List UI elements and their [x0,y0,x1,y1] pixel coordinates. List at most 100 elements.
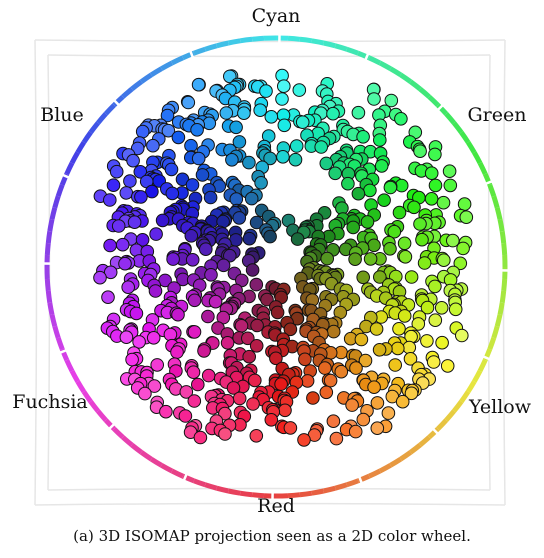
data-point [125,352,139,367]
data-point [420,334,434,348]
data-point [130,141,145,156]
ring-arc [193,478,206,488]
data-point [219,106,234,120]
data-point [358,353,373,368]
data-point [119,330,134,345]
ring-arc [378,60,392,71]
ring-arc [346,46,359,56]
data-point [320,251,335,266]
ring-arc [130,443,143,455]
data-point [159,404,173,419]
ring-arc [472,369,483,383]
data-point [138,386,152,401]
ring-arc [204,482,218,491]
data-point [417,256,432,270]
ring-arc [103,103,116,116]
ring-arc [149,456,163,468]
data-point [392,205,407,220]
ring-arc [501,242,508,256]
ring-arc [170,55,184,66]
ring-arc [251,492,265,499]
isomap-points [93,68,474,447]
data-point [388,358,403,372]
ring-arc [459,390,471,404]
data-point [242,231,257,246]
ring-arc [88,121,100,134]
data-point [164,162,179,177]
hue-label-red: Red [257,495,295,517]
data-point [292,83,307,97]
data-point [392,322,406,336]
data-point [367,380,381,395]
ring-arc [112,94,125,107]
figure-caption: (a) 3D ISOMAP projection seen as a 2D co… [73,527,471,545]
data-point [442,164,457,178]
data-point [135,233,150,247]
data-point [232,391,247,406]
ring-gap [363,51,370,62]
data-point [121,280,135,295]
data-point [276,150,290,164]
sketch-line [47,487,491,491]
ring-arc [75,380,87,394]
data-point [289,139,304,153]
data-point [404,386,419,401]
data-point [155,213,170,228]
data-point [351,186,366,201]
data-point [103,193,117,207]
data-point [354,332,369,347]
data-point [374,159,389,173]
data-point [145,184,159,199]
data-point [119,186,134,200]
data-point [428,178,443,193]
ring-arc [47,302,55,316]
data-point [135,124,150,139]
data-point [179,385,194,399]
ring-arc [69,151,80,165]
data-point [373,270,387,284]
hue-label-fuchsia: Fuchsia [12,391,87,413]
data-point [402,340,417,355]
ring-arc [418,435,431,447]
data-point [326,324,341,339]
data-point [150,358,164,372]
data-point [249,277,264,292]
ring-arc [389,66,403,78]
hue-label-green: Green [468,104,527,126]
data-point [367,238,381,253]
data-point [411,317,426,331]
ring-arc [75,140,87,154]
data-point [403,352,418,366]
ring-arc [193,46,206,56]
ring-arc [472,151,483,165]
data-point [443,178,458,193]
data-point [237,106,251,120]
data-point [263,229,277,244]
data-point [295,115,310,129]
ring-arc [499,290,507,304]
ring-arc [477,161,488,175]
data-point [187,394,202,408]
data-point [111,219,126,233]
ring-arc [227,488,241,496]
ring-arc [149,66,163,78]
ring-arc [323,40,336,49]
data-point [195,168,210,182]
data-point [435,335,449,350]
ring-arc [59,172,70,186]
ring-arc [357,473,371,484]
data-point [191,151,206,166]
data-point [126,153,140,168]
ring-arc [160,463,174,474]
ring-gap [188,49,195,60]
ring-arc [181,50,195,61]
data-point [356,270,371,285]
ring-arc [444,112,456,125]
ring-arc [47,218,55,232]
ring-arc [121,87,134,99]
ring-arc [251,35,265,42]
ring-arc [55,184,65,197]
ring-arc [436,418,449,431]
data-point [201,368,216,383]
data-point [341,176,355,191]
